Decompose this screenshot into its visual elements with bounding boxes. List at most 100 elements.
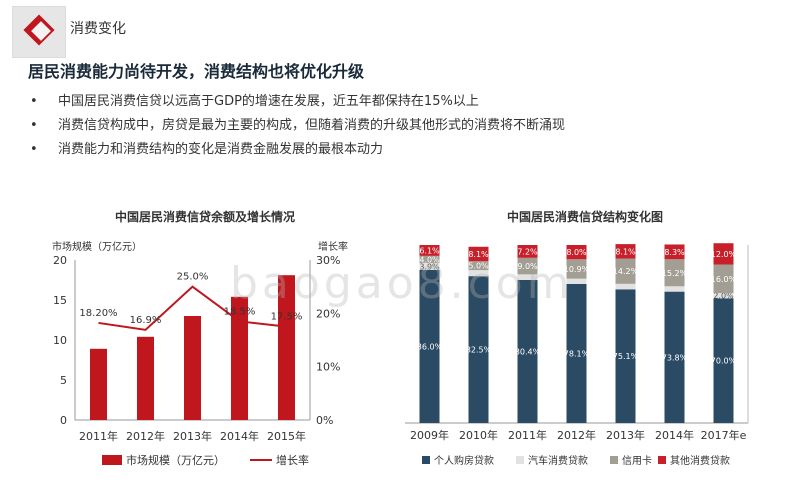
chart2-legend-label: 其他消费贷款 xyxy=(670,454,730,467)
bullet-item: 消费信贷构成中，房贷是最为主要的构成，但随着消费的升级其他形式的消费将不断涌现 xyxy=(28,114,565,138)
consumer-credit-growth-chart: 市场规模（万亿元） 增长率 0 5 10 15 20 0% 10% 20% 30% 2011年 2012… xyxy=(52,240,348,467)
chart2-segment xyxy=(566,283,587,423)
page-headline: 居民消费能力尚待开发，消费结构也将优化升级 xyxy=(28,62,365,81)
chart2-segment-label: 8.0% xyxy=(566,248,587,257)
logo-icon xyxy=(12,6,66,58)
chart1-xtick-label: 2015年 xyxy=(267,429,306,443)
chart2-xtick-label: 2014年 xyxy=(655,428,694,442)
chart2-segment xyxy=(566,259,587,279)
chart2-segment xyxy=(517,279,538,423)
chart2-segment xyxy=(517,257,538,275)
bullet-list: 中国居民消费信贷以远高于GDP的增速在发展，近五年都保持在15%以上 消费信贷构… xyxy=(28,90,565,162)
chart2-segment xyxy=(664,244,685,260)
chart2-segment xyxy=(468,261,489,271)
chart2-segment-label: 5.0% xyxy=(468,262,489,271)
chart2-xtick-label: 2009年 xyxy=(410,428,449,442)
chart2-segment-label: 8.3% xyxy=(664,248,685,257)
chart2-segment-label: 2.0% xyxy=(713,292,734,301)
chart2-title: 中国居民消费信贷结构变化图 xyxy=(506,210,663,224)
chart2-segment xyxy=(615,258,636,284)
chart1-y2tick-label: 20% xyxy=(316,307,340,320)
chart1-growth-line xyxy=(98,285,287,331)
chart2-segment xyxy=(468,270,489,277)
chart2-segment-label: 3.9% xyxy=(419,262,440,271)
chart2-segment xyxy=(566,278,587,284)
consumer-credit-structure-chart: 86.0% 3.9%4.0%6.1% 2009年 82.5% 5.0% 8.1% 2010年… xyxy=(405,243,749,467)
chart2-legend-label: 汽车消费贷款 xyxy=(528,454,588,467)
chart2-segment-label: 14.2% xyxy=(613,267,639,276)
chart2-segment-label: 7.2% xyxy=(517,247,538,256)
chart2-segment-label: 8.1% xyxy=(468,250,489,259)
chart2-xtick-label: 2011年 xyxy=(508,428,547,442)
chart2-segment xyxy=(419,255,440,263)
chart2-segment xyxy=(566,245,587,260)
chart2-segment xyxy=(664,259,685,287)
chart2-segment-label: 70.0% xyxy=(711,357,737,366)
chart2-segment xyxy=(664,286,685,292)
chart2-segment-label: 78.1% xyxy=(564,349,590,358)
chart1-y2tick-label: 30% xyxy=(316,254,340,267)
chart2-segment-label: 6.1% xyxy=(419,246,440,255)
chart2-segment xyxy=(713,298,734,423)
chart2-segment-label: 82.5% xyxy=(466,346,492,355)
chart2-segment-label: 15.2% xyxy=(662,269,688,278)
chart1-bar xyxy=(184,316,201,420)
chart1-growth-label: 25.0% xyxy=(177,272,209,283)
bullet-item: 中国居民消费信贷以远高于GDP的增速在发展，近五年都保持在15%以上 xyxy=(28,90,565,114)
chart2-legend-swatch xyxy=(610,456,618,464)
chart1-ytick-label: 20 xyxy=(53,254,67,267)
chart1-growth-label: 18.5% xyxy=(224,306,256,317)
chart1-growth-label: 18.20% xyxy=(79,308,117,319)
chart1-growth-label: 17.5% xyxy=(271,312,303,323)
chart1-ytick-label: 10 xyxy=(53,334,67,347)
chart2-segment xyxy=(664,291,685,423)
chart2-segment-label: 16.0% xyxy=(711,275,737,284)
chart1-ytick-label: 0 xyxy=(60,414,67,427)
chart1-title: 中国居民消费信贷余额及增长情况 xyxy=(114,210,295,224)
chart1-y2tick-label: 10% xyxy=(316,361,340,374)
chart1-bar xyxy=(137,336,154,420)
chart2-segment xyxy=(468,276,489,423)
section-label: 消费变化 xyxy=(70,21,126,37)
chart2-segment xyxy=(713,264,734,294)
chart1-bar xyxy=(90,348,107,420)
chart2-segment xyxy=(419,262,440,270)
chart2-segment-label: 10.9% xyxy=(564,265,590,274)
chart1-legend-line-label: 增长率 xyxy=(276,453,309,467)
chart2-legend-swatch xyxy=(658,456,666,464)
chart2-legend-swatch xyxy=(516,456,524,464)
chart1-ytick-label: 15 xyxy=(53,294,67,307)
chart2-segment-label: 73.8% xyxy=(662,353,688,362)
chart2-xtick-label: 2017年e xyxy=(701,428,747,442)
chart1-ylabel: 市场规模（万亿元） xyxy=(52,240,142,253)
chart2-segment xyxy=(517,245,538,258)
logo-diamond-icon xyxy=(23,14,55,46)
chart2-segment xyxy=(713,293,734,299)
chart1-bar xyxy=(231,296,248,420)
chart1-legend-bar-swatch xyxy=(102,455,122,465)
chart2-segment-label: 8.1% xyxy=(615,247,636,256)
chart1-xtick-label: 2012年 xyxy=(126,429,165,443)
chart2-segment-label: 4.0% xyxy=(419,255,440,264)
chart2-segment xyxy=(468,246,489,262)
chart2-segment-label: 86.0% xyxy=(417,342,443,351)
chart2-segment xyxy=(517,274,538,280)
chart2-segment-label: 9.0% xyxy=(517,262,538,271)
chart1-y2label: 增长率 xyxy=(318,240,348,253)
chart2-segment xyxy=(419,245,440,256)
chart2-segment xyxy=(615,244,636,259)
chart2-segment-label: 12.0% xyxy=(711,250,737,259)
chart2-legend-swatch xyxy=(422,456,430,464)
chart2-legend-label: 个人购房贷款 xyxy=(434,454,494,467)
chart1-legend-bar-label: 市场规模（万亿元） xyxy=(126,453,225,467)
chart1-bar xyxy=(278,275,295,420)
chart1-xtick-label: 2013年 xyxy=(173,429,212,443)
chart2-xtick-label: 2013年 xyxy=(606,428,645,442)
chart1-y2tick-label: 0% xyxy=(316,414,333,427)
chart1-growth-label: 16.9% xyxy=(130,315,162,326)
chart2-segment-label: 75.1% xyxy=(613,352,639,361)
chart2-segment xyxy=(615,289,636,423)
chart2-segment xyxy=(419,269,440,423)
chart2-xtick-label: 2012年 xyxy=(557,428,596,442)
chart2-segment-label: 80.4% xyxy=(515,347,541,356)
